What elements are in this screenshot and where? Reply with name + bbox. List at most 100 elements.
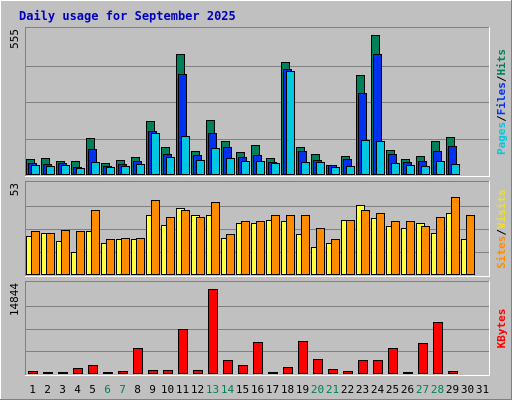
x-tick-label-day-7: 7 <box>119 383 126 396</box>
bar-pages-day-20 <box>316 162 325 175</box>
bar-sites-day-12 <box>196 217 205 275</box>
bar-sites-day-19 <box>301 215 310 275</box>
bar-pages-day-7 <box>121 166 130 175</box>
bar-sites-day-3 <box>61 230 70 275</box>
bar-sites-day-29 <box>451 197 460 275</box>
bar-pages-day-14 <box>226 158 235 175</box>
bar-sites-day-13 <box>211 202 220 275</box>
bar-kbytes-day-8 <box>133 348 143 374</box>
bar-pages-day-6 <box>106 167 115 175</box>
bar-kbytes-day-10 <box>163 370 173 374</box>
bar-kbytes-day-9 <box>148 370 158 374</box>
bar-kbytes-day-28 <box>433 322 443 374</box>
bar-sites-day-30 <box>466 215 475 275</box>
x-tick-label-day-30: 30 <box>461 383 474 396</box>
bar-kbytes-day-17 <box>268 372 278 374</box>
bar-sites-day-17 <box>271 215 280 275</box>
x-tick-label-day-29: 29 <box>446 383 459 396</box>
bar-pages-day-2 <box>46 166 55 175</box>
legend-entry-hits: Hits <box>495 49 508 76</box>
x-axis-day-labels: 1 2 3 4 5 6 7 8 9 10 11 12 13 14 15 16 17 18 19 20 21 22 23 24 2… <box>29 383 489 396</box>
panel-kbytes: 14844 KBytes <box>8 281 508 376</box>
bar-kbytes-day-15 <box>238 365 248 374</box>
x-tick-label-day-19: 19 <box>296 383 309 396</box>
legend-separator: / <box>495 115 508 122</box>
y-axis-legend-label: Pages/Files/Hits <box>495 49 508 155</box>
bar-kbytes-day-7 <box>118 371 128 374</box>
bar-kbytes-day-20 <box>313 359 323 374</box>
x-tick-label-day-14: 14 <box>221 383 235 396</box>
bar-kbytes-day-19 <box>298 341 308 374</box>
bar-kbytes-day-5 <box>88 365 98 374</box>
x-tick-label-day-28: 28 <box>431 383 444 396</box>
x-tick-label-day-2: 2 <box>44 383 51 396</box>
x-tick-label-day-22: 22 <box>341 383 354 396</box>
y-max-label: 14844 <box>8 283 21 316</box>
bar-kbytes-day-18 <box>283 367 293 374</box>
x-tick-label-day-5: 5 <box>89 383 96 396</box>
x-tick-label-day-25: 25 <box>386 383 399 396</box>
bar-sites-day-28 <box>436 217 445 275</box>
bar-pages-day-24 <box>376 141 385 175</box>
chart-panels: 555Pages/Files/Hits53Sites/Visits14844KB… <box>8 27 508 376</box>
bar-pages-day-1 <box>31 165 40 175</box>
bar-sites-day-21 <box>331 239 340 275</box>
legend-entry-kbytes: KBytes <box>495 309 508 349</box>
legend-entry-files: Files <box>495 82 508 115</box>
x-tick-label-day-31: 31 <box>476 383 489 396</box>
bar-pages-day-19 <box>301 162 310 175</box>
bar-kbytes-day-25 <box>388 348 398 374</box>
x-tick-label-day-18: 18 <box>281 383 294 396</box>
bar-sites-day-24 <box>376 213 385 275</box>
x-tick-label-day-21: 21 <box>326 383 339 396</box>
bar-sites-day-1 <box>31 231 40 275</box>
bar-kbytes-day-24 <box>373 360 383 374</box>
legend-separator: / <box>495 75 508 82</box>
bar-pages-day-27 <box>421 166 430 175</box>
x-tick-label-day-8: 8 <box>134 383 141 396</box>
bar-sites-day-25 <box>391 221 400 275</box>
bar-pages-day-10 <box>166 157 175 175</box>
bar-pages-day-28 <box>436 161 445 175</box>
x-tick-label-day-13: 13 <box>206 383 219 396</box>
x-tick-label-day-26: 26 <box>401 383 414 396</box>
y-max-label: 53 <box>8 183 21 196</box>
bar-sites-day-23 <box>361 210 370 275</box>
bar-sites-day-7 <box>121 238 130 275</box>
bar-pages-day-9 <box>151 133 160 175</box>
bar-kbytes-day-27 <box>418 343 428 374</box>
bar-kbytes-day-14 <box>223 360 233 374</box>
bar-pages-day-29 <box>451 164 460 175</box>
bar-sites-day-18 <box>286 215 295 275</box>
x-tick-label-day-27: 27 <box>416 383 429 396</box>
y-axis-legend-label: KBytes <box>495 309 508 349</box>
bar-kbytes-day-21 <box>328 369 338 374</box>
bar-kbytes-day-3 <box>58 372 68 374</box>
bar-sites-day-9 <box>151 200 160 275</box>
y-axis-legend-label: Sites/Visits <box>495 189 508 269</box>
bar-pages-day-4 <box>76 168 85 175</box>
bar-sites-day-8 <box>136 238 145 275</box>
bar-kbytes-day-11 <box>178 329 188 374</box>
legend-entry-pages: Pages <box>495 122 508 155</box>
x-tick-label-day-4: 4 <box>74 383 81 396</box>
legend-separator: / <box>495 229 508 236</box>
y-max-label: 555 <box>8 29 21 49</box>
bar-pages-day-5 <box>91 162 100 175</box>
bar-pages-day-11 <box>181 136 190 175</box>
bar-kbytes-day-26 <box>403 372 413 374</box>
bar-sites-day-14 <box>226 234 235 275</box>
x-tick-label-day-15: 15 <box>236 383 249 396</box>
bar-pages-day-3 <box>61 165 70 175</box>
bar-sites-day-6 <box>106 239 115 275</box>
bar-pages-day-13 <box>211 148 220 175</box>
bar-kbytes-day-6 <box>103 372 113 374</box>
bar-kbytes-day-4 <box>73 368 83 374</box>
x-tick-label-day-10: 10 <box>161 383 174 396</box>
x-tick-label-day-17: 17 <box>266 383 279 396</box>
bar-sites-day-22 <box>346 220 355 275</box>
bar-pages-day-21 <box>331 167 340 175</box>
x-tick-label-day-12: 12 <box>191 383 204 396</box>
x-tick-label-day-16: 16 <box>251 383 264 396</box>
